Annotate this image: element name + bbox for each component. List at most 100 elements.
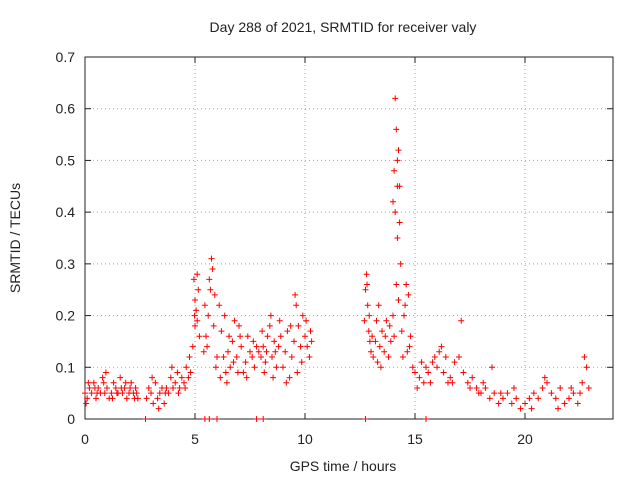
data-point [570, 390, 577, 397]
data-point [269, 353, 275, 360]
data-point [206, 276, 213, 283]
data-point [513, 395, 520, 402]
y-tick-label: 0.7 [56, 49, 76, 65]
data-point [152, 379, 159, 386]
data-point [196, 333, 203, 340]
y-tick-label: 0.1 [56, 359, 76, 375]
data-point [243, 374, 250, 381]
data-point [172, 379, 179, 386]
data-point [122, 379, 129, 386]
data-point [233, 353, 240, 360]
data-point [393, 281, 400, 288]
data-point [460, 369, 467, 376]
data-point [176, 384, 183, 391]
data-point [93, 395, 99, 402]
data-point [386, 322, 393, 329]
x-tick-label: 20 [517, 431, 533, 447]
data-point [275, 343, 282, 350]
data-point [100, 379, 107, 386]
data-point [210, 322, 217, 329]
data-point [191, 312, 198, 319]
data-point [526, 395, 533, 402]
data-point [528, 405, 535, 412]
data-point [267, 312, 274, 319]
data-point [403, 281, 410, 288]
data-point [407, 333, 414, 340]
data-point [220, 353, 227, 360]
data-point [148, 390, 154, 397]
data-point [238, 343, 245, 350]
data-point [445, 379, 451, 386]
data-point [307, 328, 314, 335]
data-point [86, 384, 93, 391]
data-point [548, 390, 555, 397]
data-point [382, 333, 389, 340]
x-tick-label: 0 [81, 431, 89, 447]
data-point [183, 364, 190, 371]
data-point [192, 297, 198, 304]
data-point [395, 297, 402, 304]
data-point [263, 348, 270, 355]
data-point [163, 384, 170, 391]
data-point [101, 390, 108, 397]
data-point [112, 384, 119, 391]
data-point [522, 400, 528, 407]
data-point [397, 260, 404, 267]
data-point [427, 379, 434, 386]
data-point [194, 271, 201, 278]
data-point [361, 317, 368, 324]
data-point [236, 322, 242, 329]
data-point [145, 384, 152, 391]
data-point [221, 312, 228, 319]
y-tick-labels: 0 0.1 0.2 0.3 0.4 0.5 0.6 0.7 [56, 49, 76, 427]
data-point [292, 291, 299, 298]
data-point [119, 390, 126, 397]
data-point [82, 390, 88, 397]
data-point [387, 338, 394, 345]
data-point [226, 333, 233, 340]
data-point [379, 328, 385, 335]
data-point [374, 359, 381, 366]
data-point [362, 286, 369, 293]
data-point [102, 369, 109, 376]
data-point [482, 384, 489, 391]
data-point [434, 364, 440, 371]
data-point [431, 353, 438, 360]
y-tick-label: 0.4 [56, 204, 76, 220]
data-point [366, 338, 373, 345]
data-point [504, 390, 511, 397]
data-point [168, 364, 175, 371]
data-point [467, 384, 473, 391]
data-point [585, 384, 592, 391]
data-point [469, 374, 476, 381]
data-point [284, 328, 291, 335]
data-point [108, 390, 115, 397]
data-point [181, 379, 187, 386]
data-point [581, 353, 588, 360]
data-point [208, 255, 215, 262]
data-point [94, 390, 101, 397]
data-point [464, 379, 471, 386]
data-point [436, 348, 443, 355]
data-point [117, 374, 124, 381]
data-point [182, 384, 189, 391]
data-point [133, 390, 140, 397]
data-point [552, 395, 559, 402]
y-tick-label: 0 [67, 411, 75, 427]
data-point [132, 384, 139, 391]
y-tick-label: 0.5 [56, 152, 76, 168]
data-point [149, 374, 156, 381]
data-point [178, 374, 185, 381]
data-point [229, 338, 236, 345]
data-point [438, 343, 445, 350]
data-point [416, 374, 423, 381]
data-point [568, 384, 575, 391]
data-point [175, 390, 182, 397]
data-point [391, 167, 398, 174]
data-point [88, 390, 95, 397]
data-point [486, 395, 493, 402]
data-point [194, 317, 201, 324]
data-point [247, 348, 253, 355]
data-point [541, 374, 548, 381]
data-point [230, 359, 237, 366]
